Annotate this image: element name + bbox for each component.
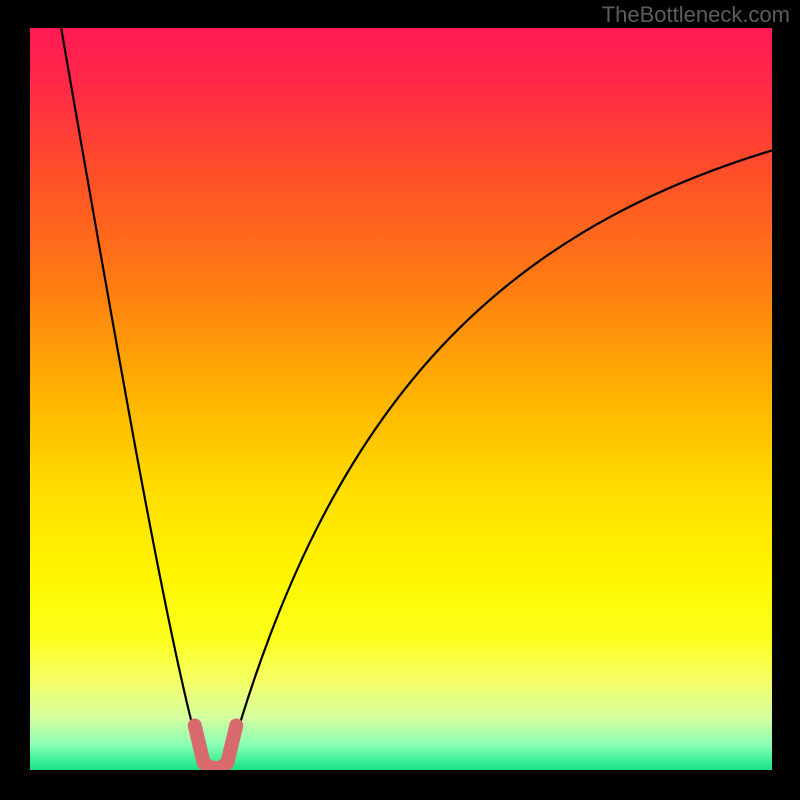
watermark-text: TheBottleneck.com <box>602 2 790 28</box>
chart-plot-area <box>30 28 772 770</box>
chart-frame: TheBottleneck.com <box>0 0 800 800</box>
gradient-background <box>30 28 772 770</box>
chart-svg <box>30 28 772 770</box>
